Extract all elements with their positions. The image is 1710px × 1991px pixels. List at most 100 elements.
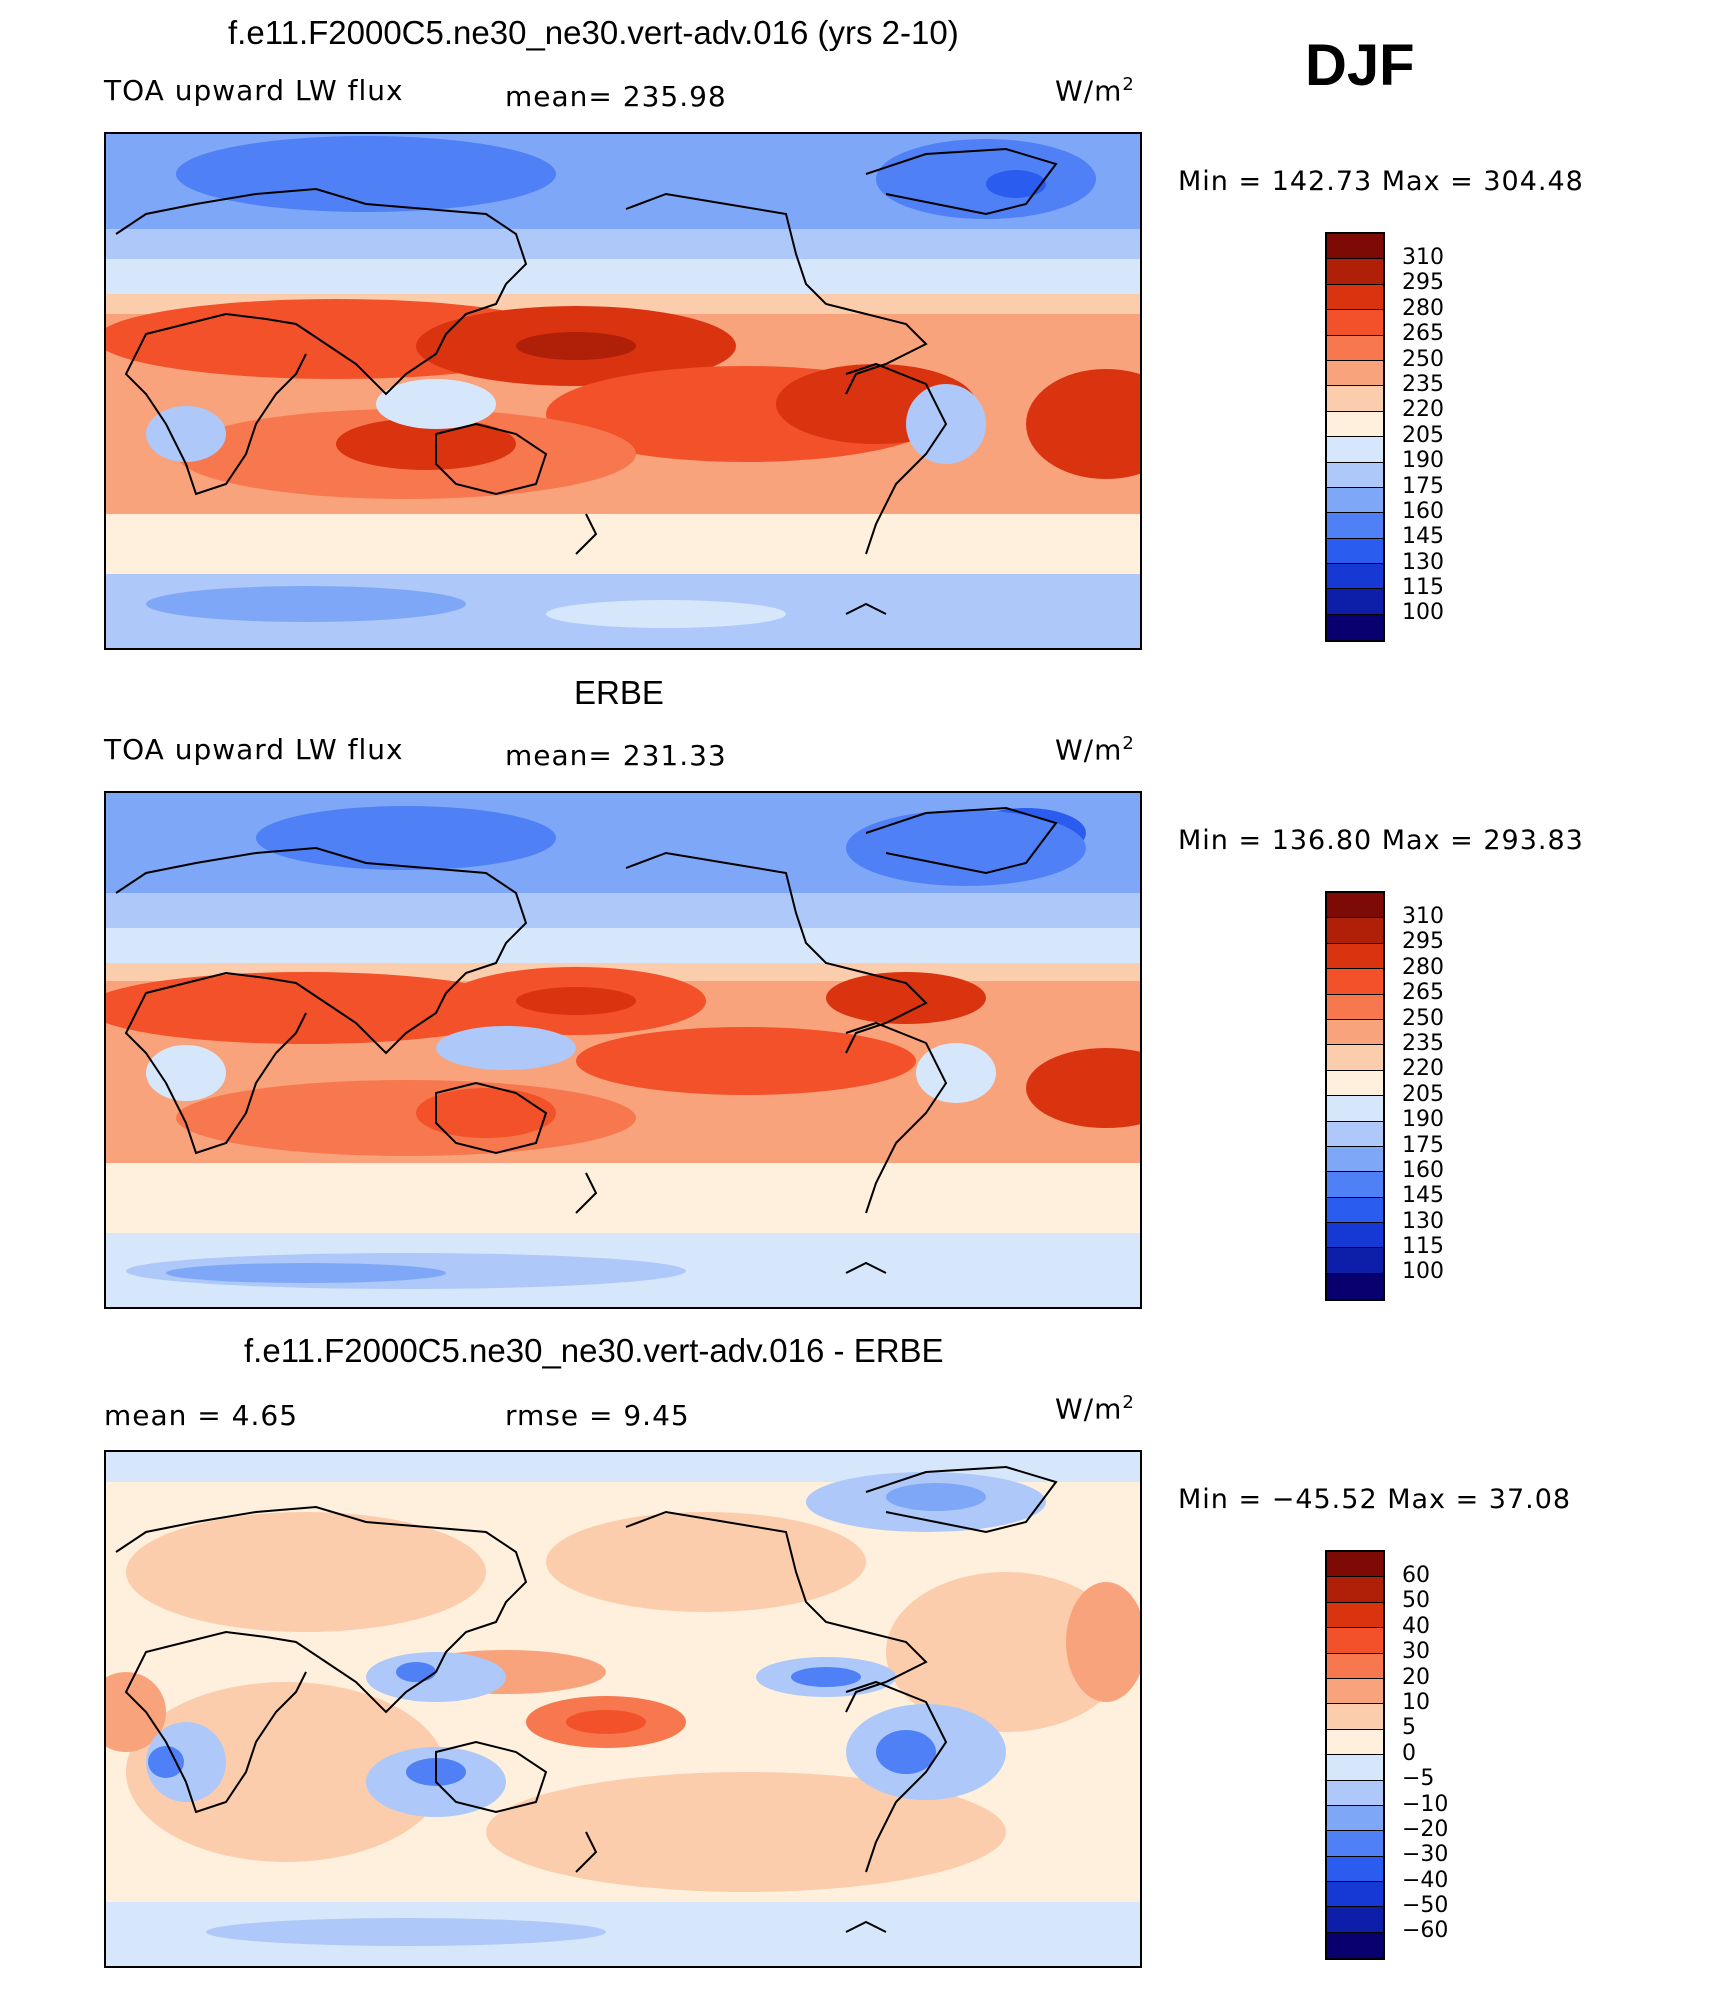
colorbar-segment: [1327, 1907, 1383, 1933]
colorbar-level-label: 190: [1402, 448, 1444, 474]
panel2-variable-label: TOA upward LW flux: [104, 733, 404, 766]
colorbar-level-label: 145: [1402, 524, 1444, 550]
colorbar-level-label: 205: [1402, 1081, 1444, 1107]
panel1-units: W/m2: [1055, 74, 1135, 108]
colorbar-level-label: 50: [1402, 1588, 1430, 1614]
panel1-mean: mean= 235.98: [505, 80, 727, 113]
colorbar-segment: [1327, 1248, 1383, 1274]
colorbar-segment: [1327, 1704, 1383, 1730]
colorbar-level-label: 160: [1402, 498, 1444, 524]
colorbar-segment: [1327, 1780, 1383, 1806]
colorbar-level-label: 280: [1402, 295, 1444, 321]
colorbar-segment: [1327, 1932, 1383, 1959]
colorbar-level-label: −50: [1402, 1893, 1449, 1919]
colorbar-segment: [1327, 259, 1383, 285]
colorbar-segment: [1327, 1121, 1383, 1147]
panel1-map: [104, 132, 1142, 650]
panel2-min-max: Min = 136.80 Max = 293.83: [1178, 825, 1584, 856]
colorbar-segment: [1327, 1856, 1383, 1883]
colorbar-level-label: 130: [1402, 549, 1444, 575]
colorbar-level-label: 5: [1402, 1715, 1416, 1741]
colorbar-level-label: 265: [1402, 321, 1444, 347]
panel2-title: ERBE: [574, 674, 664, 711]
colorbar-segment: [1327, 1577, 1383, 1603]
panel3-rmse: rmse = 9.45: [505, 1399, 690, 1432]
colorbar-segment: [1327, 1146, 1383, 1173]
panel1-title: f.e11.F2000C5.ne30_ne30.vert-adv.016 (yr…: [228, 14, 959, 51]
panel3-map: [104, 1450, 1142, 1968]
panel3-units: W/m2: [1055, 1392, 1135, 1426]
colorbar-level-label: −20: [1402, 1816, 1449, 1842]
colorbar-segment: [1327, 943, 1383, 970]
colorbar-level-label: −5: [1402, 1766, 1435, 1792]
colorbar-segment: [1327, 1882, 1383, 1908]
panel2-colorbar: [1325, 891, 1385, 1301]
panel2-mean: mean= 231.33: [505, 739, 727, 772]
colorbar-level-label: 250: [1402, 1005, 1444, 1031]
panel1-colorbar-labels: 310 295 280 265 250 235 220 205 190 175 160 145 130 1…: [1402, 245, 1444, 626]
colorbar-segment: [1327, 918, 1383, 944]
colorbar-level-label: 30: [1402, 1639, 1430, 1665]
colorbar-segment: [1327, 538, 1383, 565]
colorbar-segment: [1327, 1172, 1383, 1198]
colorbar-level-label: 265: [1402, 980, 1444, 1006]
colorbar-level-label: 190: [1402, 1107, 1444, 1133]
colorbar-level-label: 100: [1402, 1259, 1444, 1285]
colorbar-segment: [1327, 1653, 1383, 1679]
colorbar-level-label: 20: [1402, 1664, 1430, 1690]
panel3-min-max: Min = −45.52 Max = 37.08: [1178, 1484, 1572, 1515]
colorbar-segment: [1327, 335, 1383, 361]
colorbar-segment: [1327, 994, 1383, 1020]
colorbar-segment: [1327, 310, 1383, 336]
colorbar-segment: [1327, 589, 1383, 615]
colorbar-segment: [1327, 1602, 1383, 1629]
colorbar-level-label: 115: [1402, 1234, 1444, 1260]
colorbar-level-label: 175: [1402, 1132, 1444, 1158]
colorbar-segment: [1327, 1831, 1383, 1857]
colorbar-segment: [1327, 487, 1383, 514]
colorbar-level-label: 295: [1402, 270, 1444, 296]
colorbar-level-label: 115: [1402, 575, 1444, 601]
colorbar-segment: [1327, 893, 1383, 919]
panel3-contour-field: [106, 1452, 1140, 1966]
panel1-colorbar: [1325, 232, 1385, 642]
colorbar-level-label: 235: [1402, 1030, 1444, 1056]
colorbar-level-label: 160: [1402, 1157, 1444, 1183]
colorbar-level-label: 60: [1402, 1563, 1430, 1588]
colorbar-segment: [1327, 1729, 1383, 1756]
panel2-units: W/m2: [1055, 733, 1135, 767]
colorbar-segment: [1327, 614, 1383, 641]
colorbar-segment: [1327, 1755, 1383, 1781]
colorbar-level-label: 310: [1402, 904, 1444, 929]
panel3-title: f.e11.F2000C5.ne30_ne30.vert-adv.016 - E…: [244, 1332, 944, 1369]
colorbar-segment: [1327, 1096, 1383, 1122]
panel2-colorbar-labels: 310 295 280 265 250 235 220 205 190 175 160 145 130 1…: [1402, 904, 1444, 1285]
panel1-contour-field: [106, 134, 1140, 648]
colorbar-segment: [1327, 1070, 1383, 1097]
colorbar-segment: [1327, 1197, 1383, 1224]
colorbar-level-label: 220: [1402, 397, 1444, 423]
colorbar-segment: [1327, 1805, 1383, 1832]
colorbar-level-label: −60: [1402, 1918, 1449, 1944]
colorbar-segment: [1327, 411, 1383, 438]
colorbar-segment: [1327, 564, 1383, 590]
colorbar-segment: [1327, 1628, 1383, 1654]
colorbar-segment: [1327, 1223, 1383, 1249]
colorbar-level-label: 40: [1402, 1613, 1430, 1639]
colorbar-segment: [1327, 437, 1383, 463]
panel3-colorbar-labels: 60 50 40 30 20 10 5 0 −5 −10 −20 −30 −40 −50 −60: [1402, 1563, 1448, 1944]
colorbar-segment: [1327, 284, 1383, 311]
colorbar-segment: [1327, 462, 1383, 488]
colorbar-level-label: 280: [1402, 954, 1444, 980]
colorbar-segment: [1327, 386, 1383, 412]
season-label: DJF: [1305, 33, 1415, 98]
colorbar-segment: [1327, 969, 1383, 995]
colorbar-segment: [1327, 360, 1383, 387]
panel1-variable-label: TOA upward LW flux: [104, 74, 404, 107]
colorbar-level-label: −10: [1402, 1791, 1449, 1817]
colorbar-segment: [1327, 1045, 1383, 1071]
colorbar-segment: [1327, 1019, 1383, 1046]
colorbar-level-label: 205: [1402, 422, 1444, 448]
panel2-contour-field: [106, 793, 1140, 1307]
colorbar-level-label: 10: [1402, 1689, 1430, 1715]
